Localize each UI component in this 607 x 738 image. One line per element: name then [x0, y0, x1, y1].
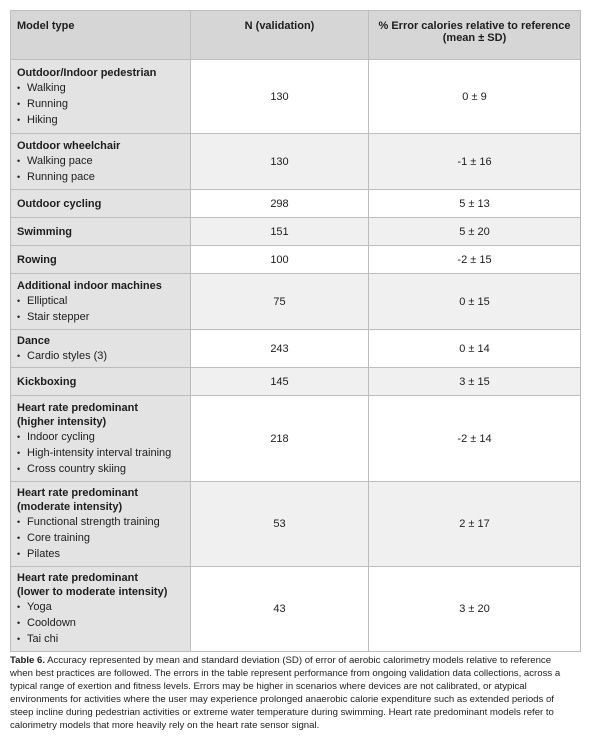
caption-text: Accuracy represented by mean and standar… — [10, 655, 561, 731]
n-cell: 145 — [190, 367, 369, 396]
model-item: Core training — [17, 530, 184, 546]
model-name: Swimming — [17, 225, 73, 238]
model-item: Walking pace — [17, 153, 184, 169]
error-cell: 0 ± 14 — [368, 329, 581, 368]
model-name: Heart rate predominant (higher intensity… — [17, 401, 139, 428]
model-cell: Swimming — [10, 217, 191, 246]
table-row: Outdoor wheelchairWalking paceRunning pa… — [10, 133, 581, 190]
table-row: Outdoor/Indoor pedestrianWalkingRunningH… — [10, 59, 581, 134]
caption-label: Table 6. — [10, 655, 46, 666]
error-cell: 2 ± 17 — [368, 481, 581, 567]
model-item: Yoga — [17, 599, 184, 615]
model-item: Running pace — [17, 169, 184, 185]
error-cell: -1 ± 16 — [368, 133, 581, 190]
error-cell: 3 ± 15 — [368, 367, 581, 396]
model-cell: Heart rate predominant (higher intensity… — [10, 395, 191, 482]
model-name: Dance — [17, 334, 51, 347]
accuracy-table: Model type N (validation)% Error calories… — [10, 10, 581, 652]
table-row: Heart rate predominant (moderate intensi… — [10, 481, 581, 567]
header-row: Model type N (validation)% Error calories… — [10, 10, 581, 60]
model-name: Rowing — [17, 253, 57, 266]
table-row: Additional indoor machinesEllipticalStai… — [10, 273, 581, 330]
n-cell: 75 — [190, 273, 369, 330]
error-cell: 5 ± 13 — [368, 189, 581, 218]
model-name: Kickboxing — [17, 375, 77, 388]
model-cell: Outdoor wheelchairWalking paceRunning pa… — [10, 133, 191, 190]
model-cell: Heart rate predominant (moderate intensi… — [10, 481, 191, 567]
n-cell: 243 — [190, 329, 369, 368]
model-cell: Outdoor cycling — [10, 189, 191, 218]
model-item: High-intensity interval training — [17, 445, 184, 461]
table-caption: Table 6. Accuracy represented by mean an… — [10, 654, 565, 732]
n-cell: 218 — [190, 395, 369, 482]
model-item: Elliptical — [17, 293, 184, 309]
n-cell: 43 — [190, 566, 369, 652]
n-cell: 53 — [190, 481, 369, 567]
model-name: Heart rate predominant (lower to moderat… — [17, 572, 168, 598]
error-cell: -2 ± 14 — [368, 395, 581, 482]
model-name: Outdoor/Indoor pedestrian — [17, 66, 157, 79]
table-row: Heart rate predominant (lower to moderat… — [10, 566, 581, 652]
error-cell: 0 ± 15 — [368, 273, 581, 330]
model-item: Cardio styles (3) — [17, 348, 184, 364]
error-cell: 3 ± 20 — [368, 566, 581, 652]
model-item: Cross country skiing — [17, 461, 184, 477]
n-cell: 130 — [190, 133, 369, 190]
model-item: Hiking — [17, 112, 184, 128]
table-row: Swimming 151 5 ± 20 — [10, 217, 581, 246]
model-item: Stair stepper — [17, 309, 184, 325]
table-row: Kickboxing 145 3 ± 15 — [10, 367, 581, 396]
table-row: Heart rate predominant (higher intensity… — [10, 395, 581, 482]
n-cell: 298 — [190, 189, 369, 218]
model-cell: Rowing — [10, 245, 191, 274]
model-item: Cooldown — [17, 615, 184, 631]
model-name: Outdoor cycling — [17, 197, 102, 210]
model-name: Additional indoor machines — [17, 279, 162, 292]
model-cell: Outdoor/Indoor pedestrianWalkingRunningH… — [10, 59, 191, 134]
model-item: Tai chi — [17, 631, 184, 647]
n-cell: 100 — [190, 245, 369, 274]
n-cell: 151 — [190, 217, 369, 246]
error-cell: -2 ± 15 — [368, 245, 581, 274]
header-cell: Model type — [10, 10, 191, 60]
model-item: Indoor cycling — [17, 429, 184, 445]
model-cell: Additional indoor machinesEllipticalStai… — [10, 273, 191, 330]
table-row: Outdoor cycling 298 5 ± 13 — [10, 189, 581, 218]
error-cell: 0 ± 9 — [368, 59, 581, 134]
model-cell: Heart rate predominant (lower to moderat… — [10, 566, 191, 652]
table-row: Rowing 100 -2 ± 15 — [10, 245, 581, 274]
model-name: Outdoor wheelchair — [17, 139, 121, 152]
model-cell: Kickboxing — [10, 367, 191, 396]
header-cell: % Error calories relative to reference (… — [368, 10, 581, 60]
model-item: Running — [17, 96, 184, 112]
model-item: Pilates — [17, 546, 184, 562]
header-cell: N (validation) — [190, 10, 369, 60]
model-item: Walking — [17, 80, 184, 96]
model-name: Heart rate predominant (moderate intensi… — [17, 487, 139, 513]
n-cell: 130 — [190, 59, 369, 134]
model-item: Functional strength training — [17, 514, 184, 530]
error-cell: 5 ± 20 — [368, 217, 581, 246]
model-cell: DanceCardio styles (3) — [10, 329, 191, 368]
